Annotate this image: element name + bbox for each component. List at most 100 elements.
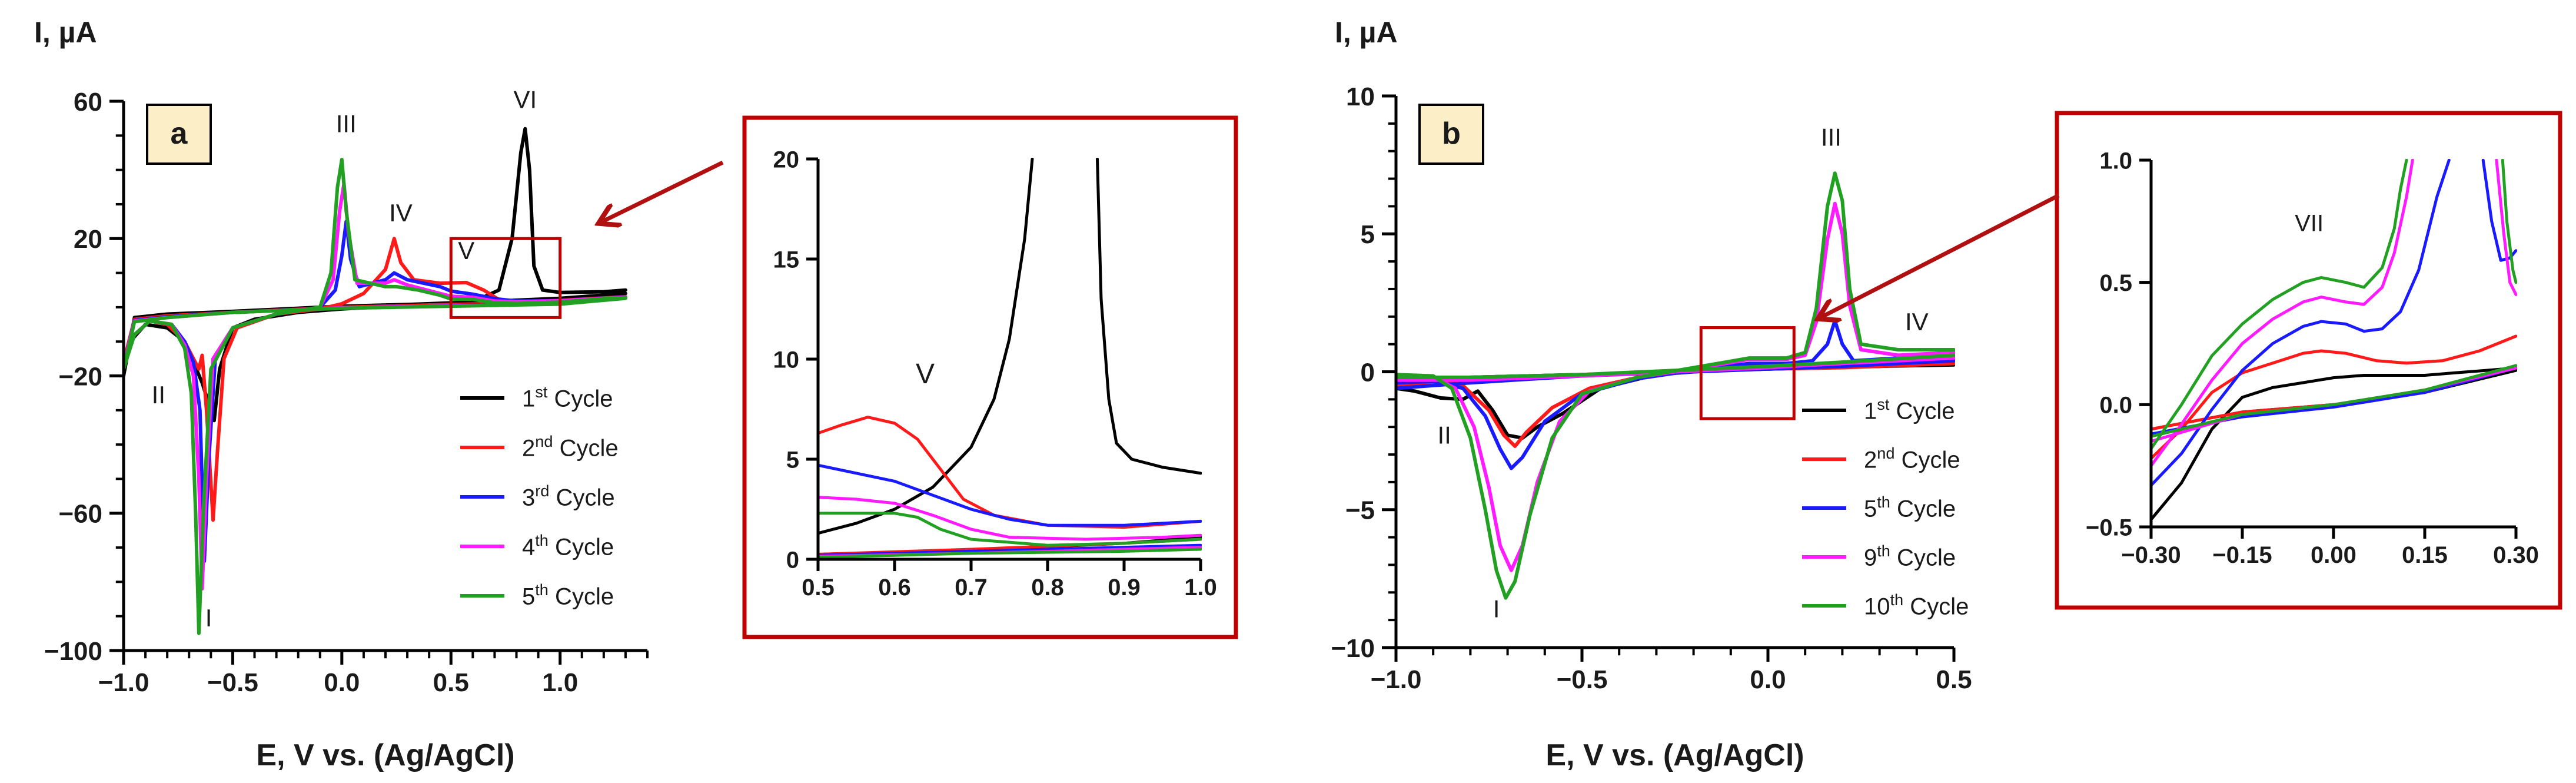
y-tick-label: 0.5 [2099,270,2132,296]
y-tick-label: 5 [1361,220,1375,249]
series-line-forward [817,463,1202,527]
legend-label-base: 9 [1864,545,1877,570]
legend-label-rest: Cycle [1903,593,1969,619]
y-tick-label: 0 [786,547,799,573]
series-line-forward [122,182,627,590]
x-tick-label: 0.15 [2402,542,2448,568]
series-10th-cycle [2150,159,2517,450]
x-tick-label: 0.6 [878,575,911,600]
zoom-box [1699,326,1796,420]
x-tick-label: −0.5 [207,668,258,697]
legend-label: 10th Cycle [1864,590,1969,619]
legend-label-base: 4 [522,534,535,560]
x-tick-label: −1.0 [98,668,149,697]
legend-label-base: 1 [522,386,535,412]
y-tick-label: −5 [1345,496,1375,525]
series-line-forward [2150,159,2414,467]
x-tick-label: 0.5 [802,575,835,600]
series-line-forward [817,512,1202,547]
legend-label: 5th Cycle [1864,493,1956,522]
y-tick-label: 1.0 [2099,148,2132,174]
series-line-reverse [1096,158,1202,475]
y-tick-label: −0.5 [2086,515,2132,540]
zoom-box [449,237,562,319]
y-tick-label: 20 [74,225,102,254]
legend-label-base: 10 [1864,593,1890,619]
series-line-reverse [2501,159,2517,284]
series-line-forward [2150,159,2451,487]
legend-label-rest: Cycle [1890,496,1956,522]
peak-label: II [1437,421,1451,449]
y-tick-label: 0 [1361,358,1375,387]
y-tick-label: 60 [74,88,102,117]
peak-label: I [1493,595,1500,622]
series-line-baseline [2150,364,2517,438]
x-tick-label: −1.0 [1371,665,1422,694]
zoom-arrow-a [600,160,724,223]
panel-label: b [1442,117,1461,151]
series-line-forward [122,220,627,563]
legend-label: 1st Cycle [1864,395,1955,424]
peak-label: III [336,110,357,137]
legend-label-base: 2 [522,435,535,461]
legend-label-rest: Cycle [1890,545,1956,570]
legend-label: 4th Cycle [522,531,614,560]
x-tick-label: 0.8 [1031,575,1064,600]
x-tick-label: 0.0 [1750,665,1786,694]
series-line-forward [817,158,1034,535]
y-tick-label: −20 [58,362,102,391]
series-3rd-cycle [817,463,1202,557]
y-axis-title: I, µA [34,16,97,49]
x-tick-label: 1.0 [542,668,578,697]
y-tick-label: −60 [58,500,102,529]
legend-label-sup: st [535,383,548,401]
y-tick-label: 10 [1346,82,1375,111]
x-axis-title: E, V vs. (Ag/AgCl) [1545,738,1804,772]
inset-a: 0.5 0.6 0.7 0.8 0.9 1.0 0 5 10 15 20 V [742,115,1238,639]
x-tick-label: 0.30 [2493,542,2539,568]
peak-label: VII [2295,210,2324,236]
x-tick-label: 0.00 [2311,542,2356,568]
legend-label-sup: th [535,580,549,599]
legend-label-rest: Cycle [553,435,619,461]
panel-label: a [171,117,188,151]
legend-label-rest: Cycle [1889,398,1955,424]
peak-label: II [152,381,165,409]
series-line-reverse [122,296,627,371]
x-tick-label: −0.5 [1557,665,1608,694]
y-tick-label: −100 [44,637,102,666]
panel-label-box [146,104,212,165]
inset-frame [2055,111,2562,610]
peak-label: IV [389,199,413,227]
peak-label: V [916,359,935,390]
legend-label-sup: nd [535,432,553,450]
legend-label: 3rd Cycle [522,482,615,510]
legend-label-base: 5 [522,583,535,609]
legend-label-sup: th [535,531,549,549]
y-axis-title: I, µA [1335,16,1398,49]
series-line-baseline [817,543,1202,557]
x-axis-title: E, V vs. (Ag/AgCl) [256,738,514,772]
y-tick-label: −10 [1331,634,1375,663]
legend-label: 5th Cycle [522,580,614,609]
series-line-baseline [817,548,1202,559]
y-tick-label: 15 [773,247,800,273]
x-tick-label: 0.0 [324,668,360,697]
legend-label-rest: Cycle [547,386,613,412]
legend-label-sup: th [1877,542,1890,560]
legend-label-base: 2 [1864,447,1877,473]
panel-b: −1.0 −0.5 0.0 0.5 −10 −5 0 5 10 I, µA E, V vs. (Ag… [1331,16,1972,772]
inset-b: −0.30 −0.15 0.00 0.15 0.30 −0.5 0.0 0.5 1.0 VII [2055,111,2562,610]
y-tick-label: 0.0 [2099,393,2132,419]
legend-label: 2nd Cycle [1864,444,1960,473]
series-5th-cycle [122,158,627,635]
y-tick-label: 20 [773,147,800,172]
legend-label: 9th Cycle [1864,542,1956,570]
x-tick-label: 0.5 [433,668,469,697]
y-tick-label: 5 [786,447,799,473]
legend-label: 1st Cycle [522,383,613,412]
peak-label: IV [1905,308,1929,336]
legend-label-sup: rd [535,482,549,500]
legend-label-rest: Cycle [549,485,614,510]
